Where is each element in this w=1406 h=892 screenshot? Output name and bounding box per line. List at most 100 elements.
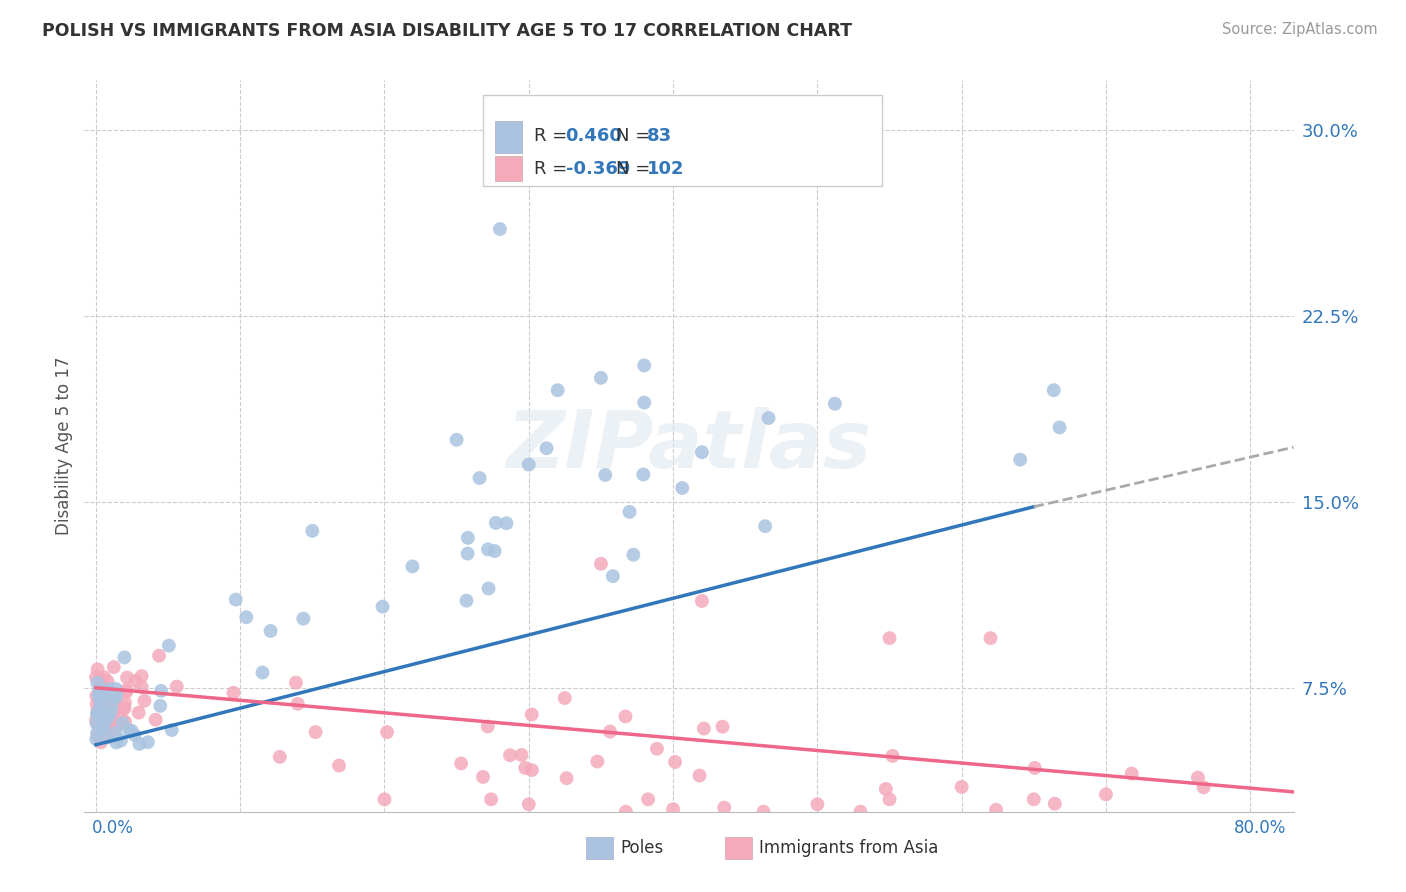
Point [619, 505, 641, 519]
Point [287, 697, 309, 711]
Text: 83: 83 [647, 127, 672, 145]
FancyBboxPatch shape [586, 838, 613, 859]
Point [148, 648, 170, 663]
Point [101, 690, 124, 705]
Point [104, 703, 127, 717]
Point [664, 755, 686, 769]
Point [93, 709, 115, 723]
Point [115, 671, 138, 685]
Point [1049, 420, 1071, 434]
Point [98, 685, 121, 699]
Point [754, 519, 776, 533]
Point [128, 737, 150, 751]
Point [94, 731, 117, 745]
Point [100, 705, 122, 719]
Point [131, 680, 153, 694]
Point [252, 665, 274, 680]
Point [547, 383, 569, 397]
Point [131, 669, 153, 683]
Point [401, 559, 423, 574]
FancyBboxPatch shape [495, 156, 522, 181]
Point [555, 771, 578, 785]
Point [87, 714, 110, 729]
Point [98, 685, 121, 699]
Point [87, 695, 110, 709]
Point [89, 688, 111, 702]
Point [98, 713, 121, 727]
Point [373, 792, 395, 806]
Point [284, 675, 307, 690]
Point [87, 706, 110, 721]
Point [520, 763, 543, 777]
Point [806, 797, 828, 812]
Point [89, 708, 111, 723]
Point [554, 691, 576, 706]
Point [112, 700, 135, 714]
Point [690, 445, 713, 459]
Point [633, 467, 655, 482]
Point [114, 714, 136, 729]
Point [222, 686, 245, 700]
Point [517, 797, 540, 812]
Point [104, 726, 127, 740]
Point [520, 707, 543, 722]
Point [86, 716, 108, 731]
Point [86, 689, 108, 703]
Point [114, 696, 136, 710]
Point [450, 756, 472, 771]
Point [292, 612, 315, 626]
Point [515, 761, 537, 775]
Text: ZIPatlas: ZIPatlas [506, 407, 872, 485]
Point [96, 693, 118, 707]
Point [103, 660, 125, 674]
Point [589, 557, 612, 571]
Point [86, 697, 108, 711]
Point [112, 650, 135, 665]
Point [375, 725, 398, 739]
Point [90, 673, 112, 687]
Point [446, 433, 468, 447]
Point [690, 594, 713, 608]
Point [477, 582, 499, 596]
Point [93, 670, 115, 684]
Point [882, 748, 904, 763]
Point [145, 713, 167, 727]
Point [485, 516, 508, 530]
Point [86, 725, 108, 739]
Point [93, 707, 115, 722]
Point [111, 716, 134, 731]
Point [97, 709, 120, 723]
Point [90, 703, 112, 717]
Point [86, 732, 108, 747]
Point [875, 781, 897, 796]
Point [86, 704, 108, 718]
Point [879, 631, 901, 645]
Point [1043, 797, 1066, 811]
Point [633, 395, 655, 409]
Point [269, 750, 291, 764]
Point [90, 693, 112, 707]
Point [100, 699, 122, 714]
Text: -0.369: -0.369 [565, 160, 630, 178]
Point [328, 758, 350, 772]
Point [86, 676, 108, 690]
Point [90, 735, 112, 749]
Point [614, 709, 637, 723]
Point [98, 685, 121, 699]
Point [758, 411, 780, 425]
Point [645, 741, 668, 756]
Point [371, 599, 394, 614]
Point [115, 683, 138, 698]
Point [304, 725, 326, 739]
Point [96, 694, 118, 708]
Point [84, 670, 107, 684]
Text: 80.0%: 80.0% [1234, 819, 1286, 838]
Point [149, 698, 172, 713]
Point [259, 624, 281, 638]
Point [752, 805, 775, 819]
Point [599, 724, 621, 739]
FancyBboxPatch shape [495, 120, 522, 153]
Point [86, 662, 108, 676]
Point [633, 359, 655, 373]
FancyBboxPatch shape [484, 95, 883, 186]
